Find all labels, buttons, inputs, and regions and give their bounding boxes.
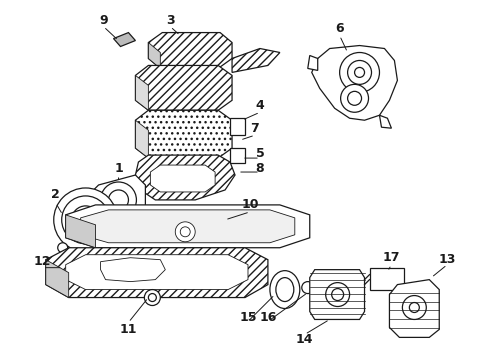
Circle shape xyxy=(302,282,314,293)
Circle shape xyxy=(54,188,118,252)
Circle shape xyxy=(402,296,426,319)
Polygon shape xyxy=(135,120,148,158)
Polygon shape xyxy=(135,155,235,200)
Text: 11: 11 xyxy=(120,323,137,336)
Circle shape xyxy=(100,182,136,218)
Text: 5: 5 xyxy=(256,147,264,159)
Text: 6: 6 xyxy=(335,22,344,35)
Circle shape xyxy=(180,227,190,237)
Polygon shape xyxy=(148,32,232,68)
Polygon shape xyxy=(369,268,404,289)
Polygon shape xyxy=(135,75,148,110)
Polygon shape xyxy=(114,32,135,46)
Polygon shape xyxy=(81,210,295,243)
Text: 4: 4 xyxy=(256,99,264,112)
Polygon shape xyxy=(100,258,165,282)
Polygon shape xyxy=(230,118,245,135)
Text: 15: 15 xyxy=(239,311,257,324)
Text: 16: 16 xyxy=(259,311,276,324)
Circle shape xyxy=(326,283,349,306)
Circle shape xyxy=(58,243,68,253)
Ellipse shape xyxy=(276,278,294,302)
Polygon shape xyxy=(89,175,146,222)
Text: 12: 12 xyxy=(34,255,51,268)
Circle shape xyxy=(409,302,419,312)
Polygon shape xyxy=(46,260,69,298)
Polygon shape xyxy=(310,270,365,319)
Polygon shape xyxy=(230,148,245,163)
Circle shape xyxy=(62,196,110,244)
Circle shape xyxy=(145,289,160,306)
Polygon shape xyxy=(135,110,232,158)
Polygon shape xyxy=(46,248,268,298)
Polygon shape xyxy=(312,45,397,120)
Circle shape xyxy=(355,67,365,77)
Text: 13: 13 xyxy=(439,253,456,266)
Text: 1: 1 xyxy=(114,162,123,175)
Circle shape xyxy=(341,84,368,112)
Polygon shape xyxy=(232,49,280,72)
Text: 8: 8 xyxy=(256,162,264,175)
Polygon shape xyxy=(66,215,96,248)
Text: 14: 14 xyxy=(296,333,314,346)
Text: 3: 3 xyxy=(166,14,174,27)
Text: 2: 2 xyxy=(51,188,60,202)
Polygon shape xyxy=(308,55,318,71)
Polygon shape xyxy=(379,115,392,128)
Polygon shape xyxy=(148,42,160,68)
Circle shape xyxy=(347,60,371,84)
Polygon shape xyxy=(390,280,439,337)
Ellipse shape xyxy=(270,271,300,309)
Polygon shape xyxy=(150,165,215,192)
Polygon shape xyxy=(66,255,248,289)
Polygon shape xyxy=(66,205,310,248)
Circle shape xyxy=(340,53,379,92)
Circle shape xyxy=(72,206,99,234)
Polygon shape xyxy=(135,66,232,110)
Circle shape xyxy=(332,289,343,301)
Circle shape xyxy=(80,214,92,226)
Circle shape xyxy=(148,293,156,302)
Circle shape xyxy=(108,190,128,210)
Text: 17: 17 xyxy=(383,251,400,264)
Text: 10: 10 xyxy=(241,198,259,211)
Text: 7: 7 xyxy=(250,122,259,135)
Text: 9: 9 xyxy=(99,14,108,27)
Circle shape xyxy=(347,91,362,105)
Circle shape xyxy=(175,222,195,242)
